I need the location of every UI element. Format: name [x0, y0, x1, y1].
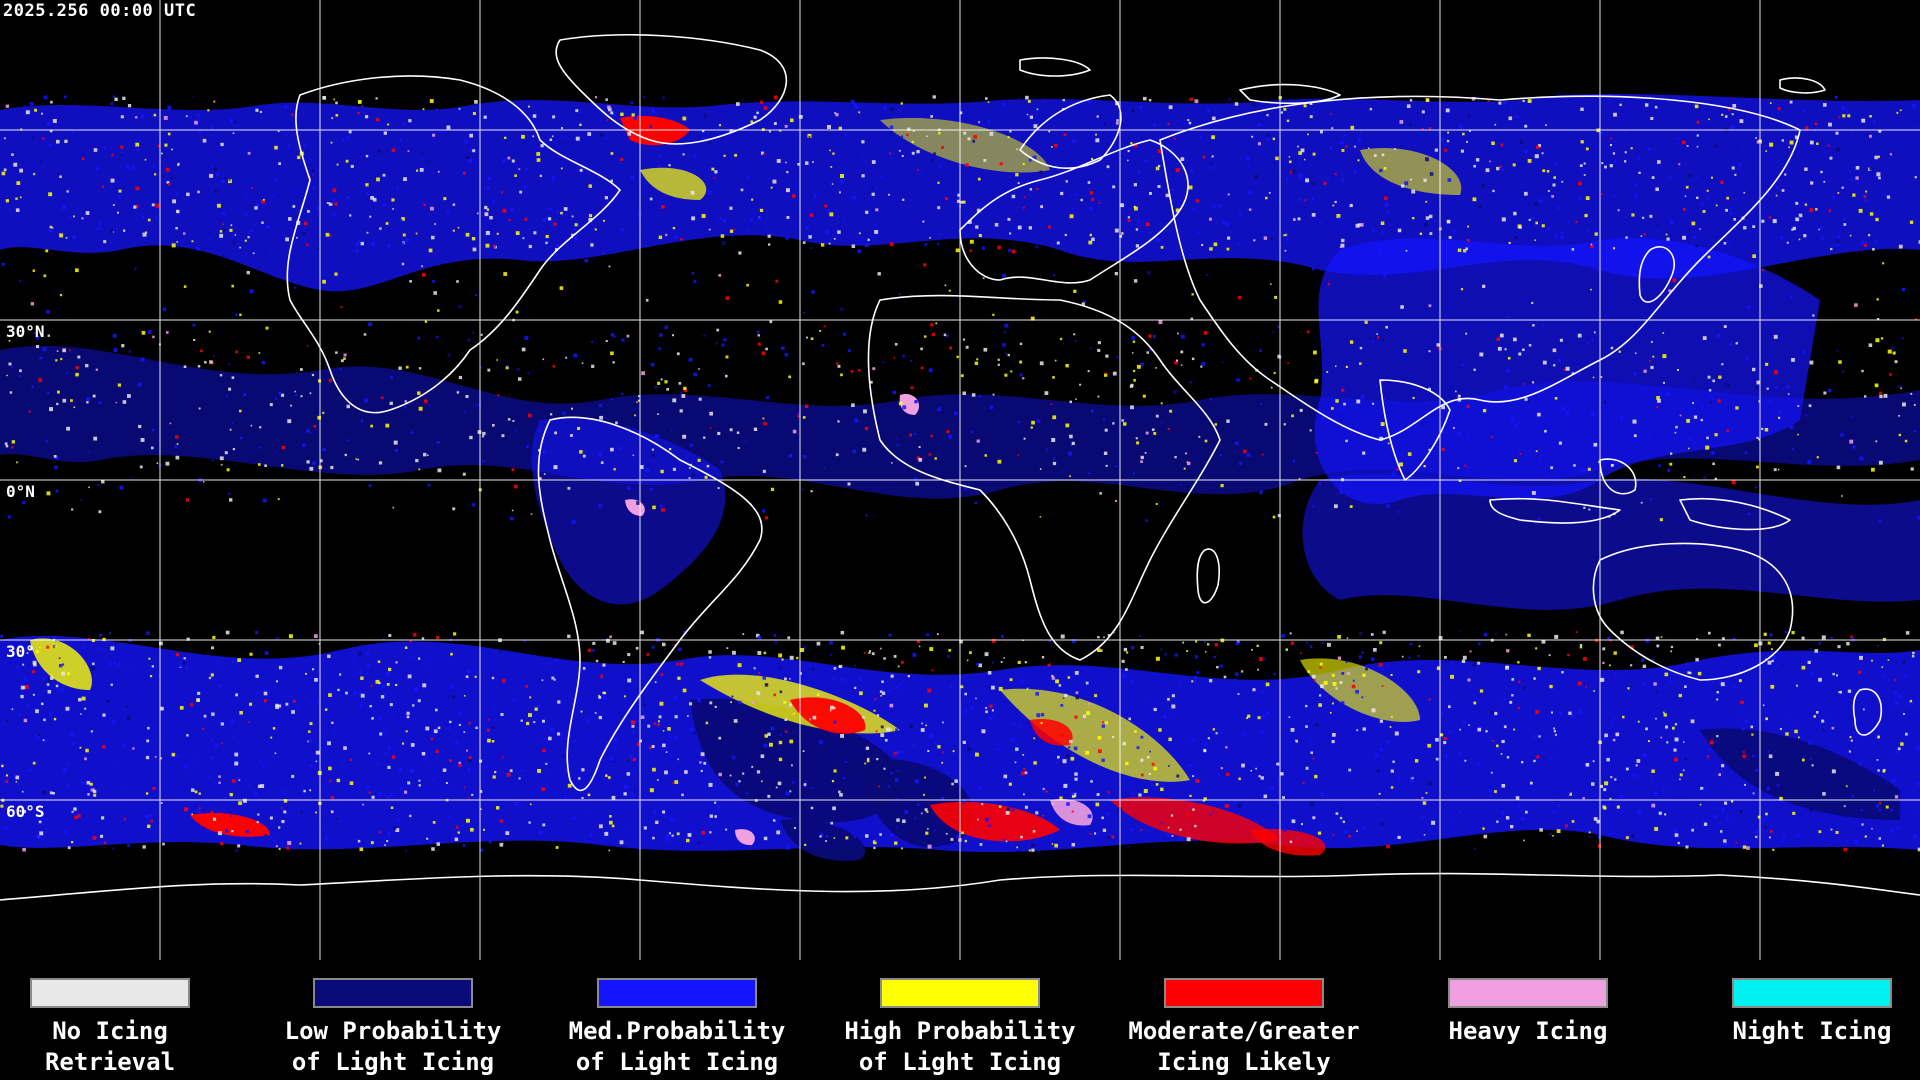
high-probability-patch — [1000, 688, 1190, 782]
arctic-islands-coastline — [1019, 57, 1091, 77]
legend-label: Heavy Icing — [1448, 1017, 1608, 1045]
borneo-coastline — [1599, 458, 1637, 495]
maritime-cloud-mass — [1302, 474, 1920, 610]
arctic-islands-coastline — [1239, 83, 1341, 105]
moderate-icing-patch — [1030, 719, 1073, 746]
legend-label: Med.Probability of Light Icing — [568, 1017, 786, 1076]
asia-cloud-mass — [1314, 238, 1820, 504]
legend-swatch — [1448, 978, 1608, 1008]
heavy-icing-patch — [1050, 799, 1093, 826]
legend-swatch — [597, 978, 757, 1008]
south-america-coastline — [537, 416, 763, 792]
legend-item-night-icing: Night Icing — [1670, 978, 1920, 1047]
africa-coastline — [867, 294, 1221, 661]
moderate-icing-patch — [620, 115, 690, 146]
legend-label: Night Icing — [1732, 1017, 1892, 1045]
low-probability-patch — [1700, 728, 1900, 820]
new-zealand-coastline — [1852, 688, 1882, 736]
greenland-coastline — [555, 34, 788, 145]
legend-swatch — [1732, 978, 1892, 1008]
indonesia-coastline — [1489, 497, 1621, 524]
scandinavia-coastline — [1019, 94, 1122, 169]
legend-item-med-probability: Med.Probability of Light Icing — [535, 978, 819, 1078]
legend-swatch — [313, 978, 473, 1008]
new-guinea-coastline — [1679, 497, 1791, 531]
south-america-cloud-mass — [531, 418, 726, 605]
japan-coastline — [1638, 246, 1675, 303]
high-probability-patch — [1300, 658, 1420, 722]
arctic-islands-coastline — [1779, 77, 1826, 94]
legend-swatch — [880, 978, 1040, 1008]
heavy-icing-patch — [735, 829, 755, 846]
high-probability-patch — [640, 167, 707, 200]
asia-coastline — [1159, 95, 1801, 441]
low-probability-patch — [860, 758, 973, 848]
lat-label-equator: 0°N — [6, 482, 35, 501]
coastlines — [0, 34, 1920, 901]
north-america-coastline — [286, 75, 621, 414]
low-probability-patch — [780, 819, 866, 861]
legend: No Icing Retrieval Low Probability of Li… — [0, 960, 1920, 1080]
high-probability-patch — [880, 118, 1050, 173]
legend-swatch — [30, 978, 190, 1008]
lat-label-30n: 30°N — [6, 322, 45, 341]
legend-swatch — [1164, 978, 1324, 1008]
india-coastline — [1379, 379, 1451, 481]
high-probability-patch — [1360, 148, 1462, 195]
heavy-icing-patch — [899, 394, 920, 415]
legend-label: Low Probability of Light Icing — [284, 1017, 502, 1076]
lat-label-30s: 30° — [6, 642, 35, 661]
madagascar-coastline — [1196, 548, 1220, 604]
legend-item-high-probability: High Probability of Light Icing — [818, 978, 1102, 1078]
antarctica-coastline — [0, 872, 1920, 901]
moderate-icing-patch — [1110, 797, 1280, 844]
legend-label: High Probability of Light Icing — [844, 1017, 1076, 1076]
low-probability-patch — [690, 698, 902, 823]
legend-item-low-probability: Low Probability of Light Icing — [251, 978, 535, 1078]
australia-coastline — [1592, 542, 1794, 681]
lat-label-60s: 60°S — [6, 802, 45, 821]
legend-label: Moderate/Greater Icing Likely — [1128, 1017, 1360, 1076]
moderate-icing-patch — [1250, 829, 1326, 856]
europe-coastline — [959, 139, 1189, 284]
legend-item-heavy-icing: Heavy Icing — [1386, 978, 1670, 1047]
world-icing-map — [0, 0, 1920, 960]
moderate-icing-patch — [190, 812, 270, 837]
legend-label: No Icing Retrieval — [44, 1017, 176, 1076]
lat-lon-grid — [0, 0, 1920, 960]
legend-item-moderate-greater: Moderate/Greater Icing Likely — [1102, 978, 1386, 1078]
timestamp: 2025.256 00:00 UTC — [3, 1, 197, 21]
moderate-icing-patch — [790, 697, 866, 734]
legend-item-no-icing: No Icing Retrieval — [0, 978, 252, 1078]
